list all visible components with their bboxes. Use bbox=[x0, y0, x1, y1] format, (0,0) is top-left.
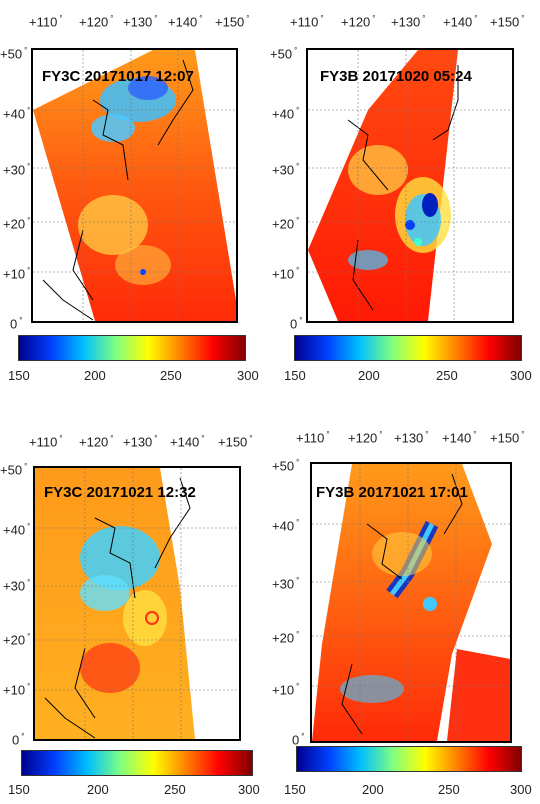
panel-top-right: +110 ° +120 ° +130 ° +140 ° +150 ° +50 ° +40 ° … bbox=[270, 0, 540, 400]
colorbar-label-300: 300 bbox=[510, 782, 532, 797]
lat-tick-50: +50 ° bbox=[272, 458, 300, 474]
colorbar-label-200: 200 bbox=[84, 368, 106, 383]
lat-tick-20: +20 ° bbox=[272, 630, 300, 646]
panel-bottom-right: +110 ° +120 ° +130 ° +140 ° +150 ° +50 ° +40 ° … bbox=[270, 420, 540, 804]
lon-tick-140: +140 ° bbox=[168, 14, 203, 30]
lat-tick-10: +10 ° bbox=[3, 682, 31, 698]
lon-tick-120: +120 ° bbox=[79, 14, 114, 30]
colorbar-label-150: 150 bbox=[8, 368, 30, 383]
colorbar bbox=[18, 335, 246, 361]
colorbar-label-200: 200 bbox=[358, 368, 380, 383]
panel-title: FY3B 20171021 17:01 bbox=[316, 484, 468, 501]
satellite-map bbox=[31, 48, 238, 323]
lon-tick-130: +130 ° bbox=[391, 14, 426, 30]
panel-bottom-left: +110 ° +120 ° +130 ° +140 ° +150 ° +50 ° +40 ° … bbox=[0, 420, 270, 804]
lat-tick-0: 0 ° bbox=[290, 316, 303, 332]
lat-tick-40: +40 ° bbox=[3, 106, 31, 122]
lat-tick-50: +50 ° bbox=[270, 46, 298, 62]
colorbar-label-250: 250 bbox=[164, 782, 186, 797]
lon-tick-150: +150 ° bbox=[215, 14, 250, 30]
panel-title: FY3B 20171020 05:24 bbox=[320, 68, 472, 85]
panel-top-left: +110 ° +120 ° +130 ° +140 ° +150 ° +50 ° +40 ° … bbox=[0, 0, 270, 400]
lat-tick-0: 0 ° bbox=[10, 316, 23, 332]
panel-title: FY3C 20171021 12:32 bbox=[44, 484, 196, 501]
lon-tick-130: +130 ° bbox=[123, 434, 158, 450]
lon-tick-110: +110 ° bbox=[290, 14, 324, 30]
lat-tick-20: +20 ° bbox=[3, 632, 31, 648]
colorbar-label-150: 150 bbox=[284, 368, 306, 383]
colorbar-label-250: 250 bbox=[160, 368, 182, 383]
lon-tick-140: +140 ° bbox=[443, 14, 478, 30]
lon-tick-110: +110 ° bbox=[29, 14, 63, 30]
lat-tick-40: +40 ° bbox=[272, 518, 300, 534]
colorbar bbox=[296, 746, 522, 772]
lat-tick-0: 0 ° bbox=[12, 732, 25, 748]
lon-tick-150: +150 ° bbox=[218, 434, 253, 450]
colorbar bbox=[21, 750, 253, 776]
colorbar-label-200: 200 bbox=[362, 782, 384, 797]
satellite-map bbox=[306, 48, 514, 323]
lat-tick-30: +30 ° bbox=[3, 162, 31, 178]
lat-tick-40: +40 ° bbox=[3, 522, 31, 538]
lat-tick-10: +10 ° bbox=[272, 266, 300, 282]
colorbar-label-300: 300 bbox=[238, 782, 260, 797]
colorbar-label-200: 200 bbox=[87, 782, 109, 797]
lat-tick-30: +30 ° bbox=[272, 576, 300, 592]
colorbar-label-250: 250 bbox=[438, 782, 460, 797]
lon-tick-120: +120 ° bbox=[348, 430, 383, 446]
lon-tick-150: +150 ° bbox=[490, 14, 525, 30]
lat-tick-50: +50 ° bbox=[0, 46, 28, 62]
lon-tick-130: +130 ° bbox=[123, 14, 158, 30]
lat-tick-30: +30 ° bbox=[272, 162, 300, 178]
lon-tick-130: +130 ° bbox=[394, 430, 429, 446]
lat-tick-10: +10 ° bbox=[3, 266, 31, 282]
lon-tick-110: +110 ° bbox=[296, 430, 330, 446]
colorbar-label-150: 150 bbox=[8, 782, 30, 797]
lon-tick-140: +140 ° bbox=[170, 434, 205, 450]
colorbar-label-250: 250 bbox=[436, 368, 458, 383]
lon-tick-120: +120 ° bbox=[79, 434, 114, 450]
lat-tick-20: +20 ° bbox=[272, 216, 300, 232]
lon-tick-120: +120 ° bbox=[341, 14, 376, 30]
lat-tick-20: +20 ° bbox=[3, 216, 31, 232]
lat-tick-0: 0 ° bbox=[292, 732, 305, 748]
lon-tick-140: +140 ° bbox=[442, 430, 477, 446]
colorbar bbox=[294, 335, 522, 361]
lat-tick-10: +10 ° bbox=[272, 682, 300, 698]
lat-tick-30: +30 ° bbox=[3, 578, 31, 594]
lon-tick-150: +150 ° bbox=[490, 430, 525, 446]
colorbar-label-300: 300 bbox=[237, 368, 259, 383]
colorbar-label-150: 150 bbox=[284, 782, 306, 797]
panel-title: FY3C 20171017 12:07 bbox=[42, 68, 194, 85]
colorbar-label-300: 300 bbox=[510, 368, 532, 383]
lat-tick-50: +50 ° bbox=[0, 462, 28, 478]
satellite-map bbox=[33, 466, 241, 741]
satellite-map bbox=[310, 462, 512, 743]
lon-tick-110: +110 ° bbox=[29, 434, 63, 450]
lat-tick-40: +40 ° bbox=[272, 106, 300, 122]
